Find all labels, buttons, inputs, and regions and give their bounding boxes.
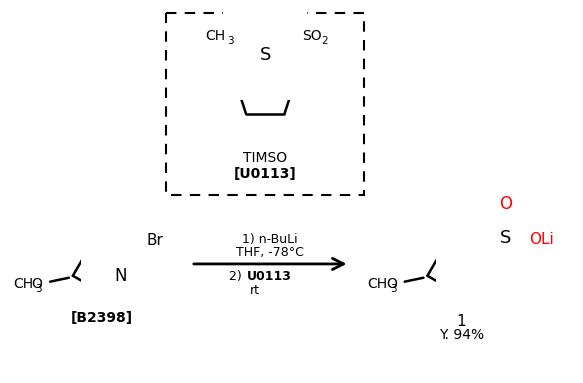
Text: 3: 3 (227, 36, 234, 46)
Text: CH: CH (206, 29, 226, 43)
Text: S: S (259, 46, 271, 64)
Text: 3: 3 (390, 283, 396, 294)
Text: U0113: U0113 (247, 270, 292, 283)
Text: CH: CH (13, 277, 33, 291)
Text: 2: 2 (322, 36, 328, 46)
Text: [B2398]: [B2398] (71, 311, 133, 325)
Text: OLi: OLi (529, 232, 554, 247)
Text: rt: rt (250, 284, 261, 297)
Bar (166, 13, 364, 195)
Text: N: N (115, 267, 127, 285)
Text: 1: 1 (456, 314, 466, 329)
Text: O: O (498, 195, 512, 213)
Text: TIMSO: TIMSO (243, 152, 287, 165)
Text: SO: SO (302, 29, 322, 43)
Text: Br: Br (146, 233, 163, 248)
Text: 3: 3 (35, 283, 42, 294)
Text: N: N (469, 267, 482, 285)
Text: CH: CH (368, 277, 388, 291)
Text: THF, -78°C: THF, -78°C (236, 246, 304, 259)
Text: [U0113]: [U0113] (234, 167, 297, 181)
Text: 2): 2) (229, 270, 245, 283)
Text: Y. 94%: Y. 94% (439, 328, 484, 342)
Text: O: O (31, 277, 42, 291)
Text: S: S (500, 229, 511, 247)
Text: 1) n-BuLi: 1) n-BuLi (243, 233, 298, 246)
Text: O: O (386, 277, 397, 291)
